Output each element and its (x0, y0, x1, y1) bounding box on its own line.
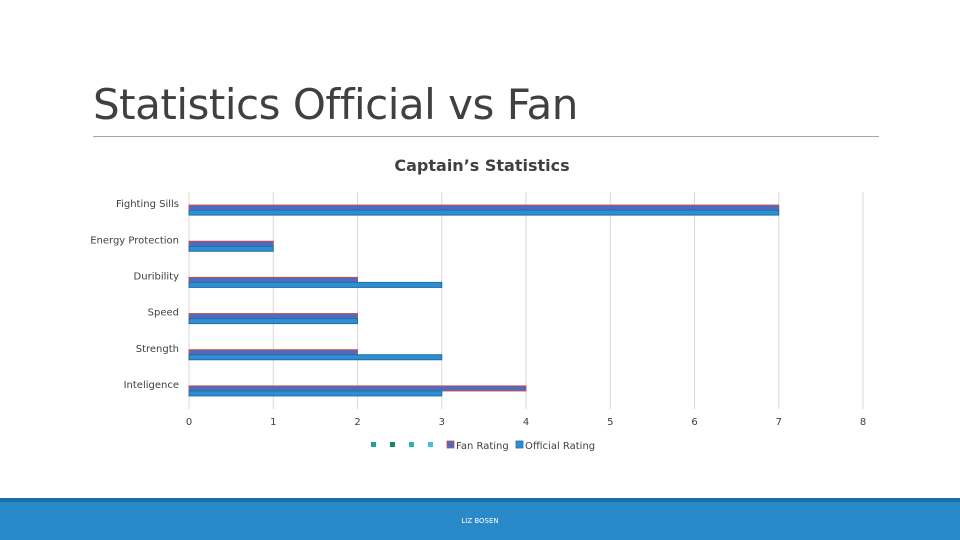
bar-official-rating (188, 209, 780, 216)
slide-title: Statistics Official vs Fan (93, 80, 578, 129)
category-label: Fighting Sills (116, 199, 179, 210)
bar-fan-rating (188, 349, 358, 356)
category-label: Energy Protection (90, 235, 179, 246)
footer-author: LIZ BOSEN (461, 517, 499, 525)
category-label: Speed (148, 308, 179, 319)
category-label: Strength (136, 344, 179, 355)
category-label: Inteligence (124, 380, 179, 391)
x-tick-label: 7 (776, 417, 782, 428)
bar-fan-rating (188, 240, 274, 247)
chart-title: Captain’s Statistics (394, 156, 570, 175)
bar-fan-rating (188, 204, 780, 211)
bar-official-rating (188, 354, 443, 361)
x-tick-label: 0 (186, 417, 192, 428)
bar-official-rating (188, 318, 358, 325)
x-tick-label: 4 (523, 417, 529, 428)
legend-marker-icon (428, 442, 433, 447)
bar-chart: Fighting Sills Energy Protection Duribilit… (90, 192, 866, 452)
x-tick-label: 1 (270, 417, 276, 428)
bar-official-rating (188, 390, 443, 397)
x-tick-label: 3 (439, 417, 445, 428)
x-tick-label: 8 (860, 417, 866, 428)
bar-official-rating (188, 245, 274, 252)
bar-fan-rating (188, 385, 527, 392)
bar-fan-rating (188, 313, 358, 320)
legend-marker-icon (371, 442, 376, 447)
legend-swatch-official-icon (515, 440, 524, 449)
bar-fan-rating (188, 276, 358, 283)
footer-accent-strip (0, 498, 960, 502)
legend-label-fan: Fan Rating (456, 441, 509, 452)
x-tick-label: 6 (691, 417, 697, 428)
legend-marker-icon (409, 442, 414, 447)
legend-marker-icon (390, 442, 395, 447)
category-label: Duribility (134, 271, 180, 282)
x-tick-label: 2 (354, 417, 360, 428)
legend-swatch-fan-icon (446, 440, 455, 449)
x-tick-label: 5 (607, 417, 613, 428)
title-divider (93, 136, 879, 137)
legend-label-official: Official Rating (525, 441, 595, 452)
bar-official-rating (188, 281, 443, 288)
footer-bar (0, 498, 960, 540)
